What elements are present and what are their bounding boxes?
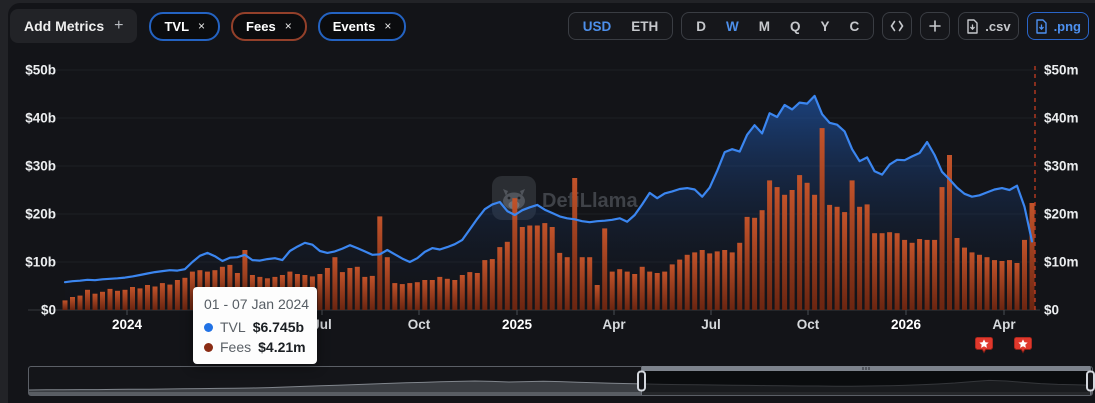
tooltip-fees-value: $4.21m: [258, 339, 306, 355]
plus-icon: +: [114, 17, 124, 34]
fees-series-dot: [204, 342, 213, 352]
export-csv-label: .csv: [985, 18, 1011, 34]
header-controls: USD ETH D W M Q Y C .csv: [567, 12, 1089, 40]
tooltip-row-tvl: TVL $6.745b: [204, 319, 306, 335]
close-icon[interactable]: ×: [284, 19, 292, 33]
svg-text:DefiLlama: DefiLlama: [542, 190, 638, 212]
tooltip-row-fees: Fees $4.21m: [204, 339, 306, 355]
left-axis-label: $50b: [25, 63, 56, 78]
interval-option-y[interactable]: Y: [820, 18, 830, 34]
right-axis-label: $20m: [1044, 207, 1079, 222]
tvl-series-dot: [204, 322, 213, 332]
x-axis-label: 2024: [112, 317, 143, 332]
code-brackets-icon: [890, 20, 904, 32]
currency-option-eth[interactable]: ETH: [631, 18, 659, 34]
export-csv-button[interactable]: .csv: [958, 12, 1019, 40]
close-icon[interactable]: ×: [384, 19, 392, 33]
metric-pills: TVL × Fees × Events ×: [149, 11, 407, 41]
right-axis-label: $30m: [1044, 159, 1079, 174]
date-range-slider[interactable]: [28, 366, 1095, 396]
add-chart-button[interactable]: [920, 12, 951, 40]
x-axis-label: 2025: [502, 317, 533, 332]
slider-handle-right[interactable]: [1086, 370, 1095, 392]
x-axis-label: Oct: [797, 317, 820, 332]
right-axis-label: $10m: [1044, 255, 1079, 270]
metric-pill-tvl[interactable]: TVL ×: [149, 11, 221, 41]
chart-tooltip: 01 - 07 Jan 2024 TVL $6.745b Fees $4.21m: [193, 287, 317, 364]
fees-bars: [62, 128, 1035, 310]
x-axis-label: Apr: [992, 317, 1016, 332]
tooltip-tvl-label: TVL: [220, 319, 246, 335]
event-star-badge-icon[interactable]: [1013, 336, 1033, 354]
left-axis-label: $40b: [25, 111, 56, 126]
currency-toggle: USD ETH: [567, 12, 674, 40]
interval-option-c[interactable]: C: [849, 18, 860, 34]
tooltip-tvl-value: $6.745b: [252, 319, 305, 335]
export-png-button[interactable]: .png: [1026, 12, 1089, 40]
metric-pill-events[interactable]: Events ×: [317, 11, 407, 41]
interval-option-d[interactable]: D: [696, 18, 706, 34]
slider-drag-rail[interactable]: [642, 366, 1090, 371]
interval-option-w[interactable]: W: [725, 18, 739, 34]
file-download-icon: [967, 18, 978, 34]
plus-icon: [929, 20, 942, 32]
x-axis-label: Oct: [408, 317, 431, 332]
embed-button[interactable]: [882, 12, 913, 40]
metric-pill-label: Fees: [246, 18, 276, 34]
slider-selected-window[interactable]: [637, 366, 1095, 395]
interval-option-m[interactable]: M: [758, 18, 770, 34]
metric-pill-label: Events: [332, 18, 376, 34]
slider-handle-left[interactable]: [637, 370, 646, 392]
chart-header: Add Metrics + TVL × Fees × Events × USD ETH D W…: [10, 7, 1089, 45]
right-axis-label: $40m: [1044, 111, 1079, 126]
left-axis-label: $10b: [25, 255, 56, 270]
x-axis-label: Jul: [312, 317, 332, 332]
metric-pill-fees[interactable]: Fees ×: [231, 11, 307, 41]
left-axis-label: $0: [41, 303, 56, 318]
right-axis-label: $50m: [1044, 63, 1079, 78]
tvl-line: [63, 94, 1034, 284]
left-axis-label: $30b: [25, 159, 56, 174]
currency-option-usd[interactable]: USD: [582, 18, 612, 34]
metric-pill-label: TVL: [164, 18, 190, 34]
tooltip-fees-label: Fees: [220, 339, 252, 355]
right-axis-label: $0: [1044, 303, 1059, 318]
x-axis-label: 2026: [891, 317, 922, 332]
export-png-label: .png: [1053, 18, 1081, 34]
interval-option-q[interactable]: Q: [789, 18, 801, 34]
x-axis-label: Jul: [701, 317, 721, 332]
file-download-icon: [1035, 18, 1047, 34]
close-icon[interactable]: ×: [198, 19, 206, 33]
event-star-badge-icon[interactable]: [974, 336, 994, 354]
add-metrics-button[interactable]: Add Metrics +: [10, 9, 138, 43]
tooltip-date: 01 - 07 Jan 2024: [204, 296, 310, 312]
add-metrics-label: Add Metrics: [24, 18, 105, 34]
slider-grip-icon: [862, 366, 870, 370]
x-axis-label: Apr: [602, 317, 626, 332]
left-axis-label: $20b: [25, 207, 56, 222]
